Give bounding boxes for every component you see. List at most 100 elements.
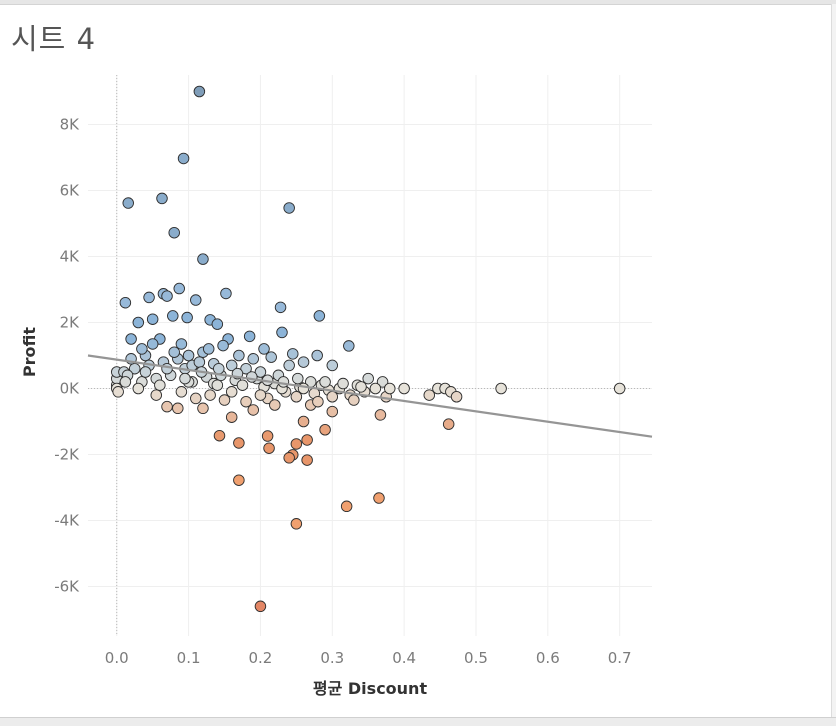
scatter-point [311, 349, 323, 362]
scatter-point [213, 429, 226, 442]
scatter-point [132, 382, 145, 395]
x-axis-ticks: 0.0 0.1 0.2 0.3 0.4 0.5 0.6 0.7 [105, 649, 632, 667]
scatter-point [218, 394, 231, 406]
window-bottom-edge [0, 717, 836, 726]
scatter-point [179, 372, 191, 385]
scatter-point [613, 382, 626, 395]
scatter-point [301, 434, 313, 446]
scatter-point [156, 192, 168, 205]
scatter-point [211, 379, 224, 391]
scatter-point [225, 411, 238, 423]
scatter-point [283, 359, 295, 372]
grid [88, 75, 652, 636]
scatter-point [204, 389, 216, 401]
y-tick-label: -6K [54, 578, 80, 596]
y-axis-title: Profit [20, 327, 39, 377]
scatter-point [287, 348, 299, 360]
scatter-point [376, 376, 389, 388]
y-tick-label: 4K [60, 248, 81, 266]
scatter-point [292, 372, 304, 385]
scatter-point [450, 391, 463, 403]
scatter-point [274, 301, 287, 314]
scatter-point [175, 338, 188, 350]
scatter-point [254, 366, 267, 378]
scatter-point [277, 376, 290, 388]
scatter-point [319, 424, 331, 436]
scatter-point [173, 282, 185, 295]
scatter-point [168, 226, 180, 239]
scatter-point [258, 343, 270, 355]
x-tick-label: 0.2 [249, 649, 273, 667]
scatter-point [177, 152, 190, 165]
scatter-point [326, 405, 339, 418]
scatter-point [236, 379, 249, 391]
scatter-point [233, 349, 245, 362]
data-points [110, 85, 626, 613]
scatter-point [343, 340, 355, 352]
scatter-point [161, 400, 173, 413]
scatter-point [423, 389, 436, 401]
y-tick-label: -2K [54, 446, 80, 464]
scatter-point [181, 311, 193, 324]
trend-line-group [87, 354, 653, 438]
y-tick-label: -4K [54, 512, 80, 530]
y-axis-ticks: -6K -4K -2K 0K 2K 4K 6K 8K [54, 116, 80, 596]
scatter-point [172, 402, 184, 415]
scatter-point [190, 294, 202, 306]
scatter-point [211, 318, 224, 330]
y-tick-label: 6K [60, 182, 81, 200]
x-tick-label: 0.5 [464, 649, 488, 667]
scatter-point [146, 313, 159, 325]
scatter-point [297, 415, 310, 428]
scatter-point [168, 346, 180, 358]
scatter-point [337, 377, 349, 390]
scatter-point [154, 379, 166, 391]
scatter-point [290, 438, 303, 450]
scatter-point [369, 382, 382, 395]
scatter-point [175, 386, 188, 398]
y-tick-label: 8K [60, 116, 81, 134]
scatter-point [161, 362, 173, 375]
trend-line [87, 354, 653, 438]
scatter-point [340, 500, 353, 513]
scatter-point [348, 394, 360, 406]
x-axis-title: 평균 Discount [313, 679, 428, 698]
scatter-point [202, 343, 215, 355]
scatter-point [283, 202, 295, 214]
scatter-point [193, 85, 206, 98]
scatter-point [167, 310, 179, 322]
scatter-point [326, 359, 339, 372]
scatter-point [136, 343, 148, 355]
scatter-point [384, 382, 396, 395]
x-tick-label: 0.0 [105, 649, 129, 667]
scatter-point [240, 362, 252, 375]
scatter-point [254, 600, 267, 613]
scatter-point [139, 366, 152, 378]
scatter-point [269, 399, 281, 411]
scatter-point [150, 389, 163, 401]
scatter-point [128, 362, 141, 375]
scatter-point [265, 351, 277, 363]
y-tick-label: 2K [60, 314, 81, 332]
window-top-edge [0, 0, 836, 5]
scatter-point [312, 395, 324, 408]
scatter-point [326, 391, 339, 403]
y-tick-label: 0K [60, 380, 81, 398]
x-tick-label: 0.6 [536, 649, 560, 667]
x-tick-label: 0.7 [608, 649, 632, 667]
scatter-point [190, 392, 202, 405]
scatter-point [225, 386, 238, 398]
scatter-point [398, 382, 410, 395]
scatter-point [119, 376, 132, 388]
scatter-point [442, 418, 455, 430]
scatter-point [290, 391, 303, 403]
scatter-point [247, 353, 259, 365]
window-right-edge [831, 4, 836, 717]
scatter-point [355, 381, 367, 393]
scatter-point [254, 389, 267, 401]
scatter-point [290, 518, 303, 530]
scatter-point [261, 430, 274, 442]
scatter-point [301, 454, 313, 466]
scatter-point [125, 333, 137, 345]
